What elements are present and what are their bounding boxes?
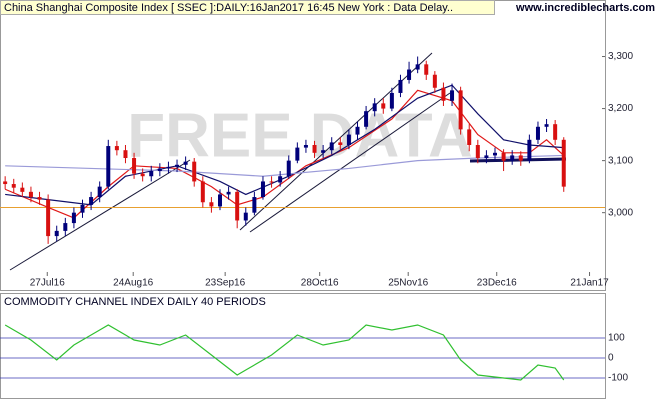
candle-body (278, 176, 283, 183)
candle-body (235, 191, 240, 221)
candle-body (123, 150, 128, 159)
candle-body (450, 90, 455, 101)
candle-body (493, 152, 497, 156)
x-tick-label: 25Nov16 (388, 278, 428, 289)
cci-line (4, 324, 565, 381)
candle-body (553, 124, 558, 140)
candle-body (381, 103, 386, 109)
title-box (0, 0, 495, 15)
candle-body (389, 92, 394, 109)
candle-body (54, 230, 59, 237)
y-tick-label: 0 (608, 353, 614, 364)
candle-body (338, 142, 343, 146)
candle-body (114, 146, 119, 151)
candle-body (106, 146, 111, 187)
cci-panel (0, 293, 606, 399)
candle-body (398, 79, 403, 93)
candle-body (441, 87, 446, 101)
x-tick-label: 23Sep16 (205, 278, 245, 289)
watermark: FREE DATA (127, 101, 473, 170)
candle-body (183, 161, 188, 165)
candle-body (415, 64, 420, 70)
candle-body (467, 129, 472, 146)
candle-body (329, 142, 334, 151)
y-tick-label: -100 (608, 373, 628, 384)
x-tick-label: 23Dec16 (477, 278, 517, 289)
y-tick-label: 3,200 (608, 103, 633, 114)
candle-body (561, 139, 566, 187)
candle-body (209, 202, 214, 207)
y-tick-label: 100 (608, 333, 625, 344)
candle-body (20, 187, 25, 192)
candle-body (11, 184, 16, 188)
candle-body (260, 181, 265, 198)
candle-body (28, 191, 33, 198)
indicator-title: COMMODITY CHANNEL INDEX DAILY 40 PERIODS (4, 296, 266, 308)
candle-body (218, 194, 222, 207)
candle-body (71, 212, 76, 224)
candle-body (46, 199, 51, 237)
candle-body (458, 90, 463, 130)
candle-body (527, 139, 532, 161)
candle-body (226, 191, 231, 195)
marks: 3,000 3,100 3,200 3,300 27Jul16 24Aug16 23Sep1… (0, 51, 633, 384)
candle-body (424, 64, 429, 75)
candle-body (432, 74, 437, 88)
y-tick-label: 3,100 (608, 155, 633, 166)
candle-body (364, 111, 369, 127)
trend-line (249, 92, 451, 233)
candle-body (346, 134, 351, 146)
x-tick-label: 24Aug16 (113, 278, 153, 289)
candle-body (501, 152, 506, 161)
candle-body (252, 197, 257, 213)
candle-body (63, 223, 68, 231)
moving-average (5, 84, 564, 206)
candle-body (510, 155, 515, 161)
candle-body (166, 166, 171, 169)
candle-body (89, 197, 94, 205)
candle-body (243, 212, 248, 221)
candle-body (192, 161, 197, 182)
candle-body (303, 145, 308, 148)
candle-body (80, 204, 85, 213)
trend-line (9, 159, 191, 271)
chart-title: China Shanghai Composite Index [ SSEC ]:… (4, 2, 453, 14)
y-tick-label: 3,300 (608, 51, 633, 62)
support-line (469, 157, 567, 163)
moving-average (5, 154, 564, 177)
candle-body (321, 150, 326, 153)
candle-body (312, 145, 317, 153)
candle-body (295, 147, 300, 161)
candle-body (157, 168, 162, 172)
y-tick-label: 3,000 (608, 207, 633, 218)
candle-body (535, 126, 540, 140)
x-tick-label: 21Jan17 (570, 278, 609, 289)
candle-body (149, 171, 154, 177)
candle-body (518, 155, 523, 161)
candle-body (484, 155, 489, 159)
candle-body (355, 126, 360, 135)
source: www.incrediblecharts.com (515, 2, 655, 14)
candle-body (200, 181, 205, 203)
candle-body (286, 160, 291, 177)
candle-body (475, 145, 480, 159)
candle-body (544, 124, 549, 127)
candle-body (3, 181, 8, 185)
candle-body (269, 181, 274, 183)
candle-body (37, 197, 42, 200)
candle-body (407, 69, 412, 80)
candle-body (372, 103, 377, 112)
candle-body (140, 173, 145, 177)
candle-body (175, 164, 180, 167)
x-tick-label: 27Jul16 (30, 278, 65, 289)
candle-body (132, 158, 137, 174)
candle-body (97, 186, 102, 198)
x-tick-label: 28Oct16 (301, 278, 339, 289)
